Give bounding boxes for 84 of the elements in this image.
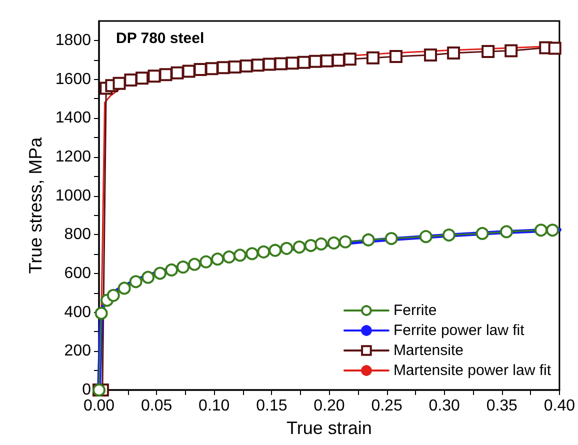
y-axis-title: True stress, MPa: [26, 136, 46, 274]
point: [389, 50, 402, 64]
point: [447, 46, 460, 60]
point: [251, 58, 264, 72]
point: [200, 255, 213, 268]
point: [308, 54, 322, 68]
point: [94, 306, 108, 320]
annotation: DP 780 steel: [116, 30, 204, 47]
point: [148, 70, 161, 83]
point: [546, 224, 560, 237]
y-tick-label: 400: [64, 304, 92, 321]
point: [188, 258, 202, 271]
x-tick-label: 0.35: [486, 398, 518, 414]
point: [338, 235, 352, 248]
point: [268, 244, 282, 257]
point: [274, 57, 288, 70]
point: [194, 63, 207, 76]
point: [170, 66, 184, 80]
point: [262, 58, 276, 71]
x-tick-label: 0.20: [314, 398, 345, 414]
point: [419, 230, 432, 244]
point: [234, 248, 247, 262]
x-axis-title: True strain: [286, 418, 372, 438]
point: [216, 61, 230, 74]
x-tick-label: 0.25: [371, 398, 402, 414]
point: [182, 64, 196, 78]
point: [257, 245, 270, 258]
point: [343, 52, 356, 66]
point: [118, 282, 131, 295]
point: [534, 224, 548, 237]
point: [106, 288, 120, 302]
point: [332, 54, 345, 67]
x-tick-label: 0.30: [428, 398, 460, 414]
x-tick-label: 0.10: [198, 398, 230, 414]
point: [222, 250, 236, 264]
point: [211, 252, 224, 266]
point: [286, 56, 299, 70]
point: [500, 225, 513, 238]
y-tick-label: 1400: [55, 110, 92, 127]
point: [280, 242, 294, 255]
point: [320, 54, 334, 68]
point: [165, 263, 178, 276]
point: [246, 247, 259, 260]
point: [384, 232, 398, 246]
y-tick-label: 200: [64, 342, 92, 360]
point: [424, 48, 438, 62]
point: [327, 236, 340, 250]
point: [205, 62, 218, 76]
point: [176, 260, 190, 274]
point: [362, 233, 375, 246]
point: [476, 226, 489, 240]
y-tick-label: 0: [82, 382, 92, 398]
point: [504, 44, 518, 58]
x-tick-label: 0.00: [83, 398, 115, 414]
y-tick-label: 1600: [55, 70, 92, 88]
point: [228, 60, 242, 74]
point: [297, 56, 310, 69]
x-tick-label: 0.40: [544, 398, 576, 414]
point: [314, 237, 328, 250]
point: [159, 68, 172, 82]
point: [366, 51, 380, 64]
y-tick-label: 1800: [55, 32, 92, 49]
point: [154, 266, 167, 280]
y-tick-label: 600: [64, 264, 92, 282]
point: [442, 228, 456, 242]
point: [482, 44, 495, 58]
point: [548, 42, 562, 55]
point: [240, 60, 253, 73]
x-tick-label: 0.15: [256, 398, 288, 414]
point: [129, 275, 142, 288]
legend-label: Ferrite power law fit: [393, 322, 526, 339]
point: [292, 240, 306, 254]
point: [136, 72, 149, 85]
x-tick-label: 0.05: [140, 398, 172, 414]
y-tick-label: 1000: [55, 187, 92, 204]
point: [304, 239, 318, 252]
legend-label: Ferrite: [393, 302, 437, 319]
y-tick-label: 1200: [55, 148, 92, 166]
y-tick-label: 800: [64, 226, 92, 244]
point: [112, 76, 126, 90]
legend-label: Martensite power law fit: [393, 362, 552, 379]
legend-label: Martensite: [393, 342, 464, 359]
point: [124, 74, 138, 87]
point: [142, 270, 155, 284]
